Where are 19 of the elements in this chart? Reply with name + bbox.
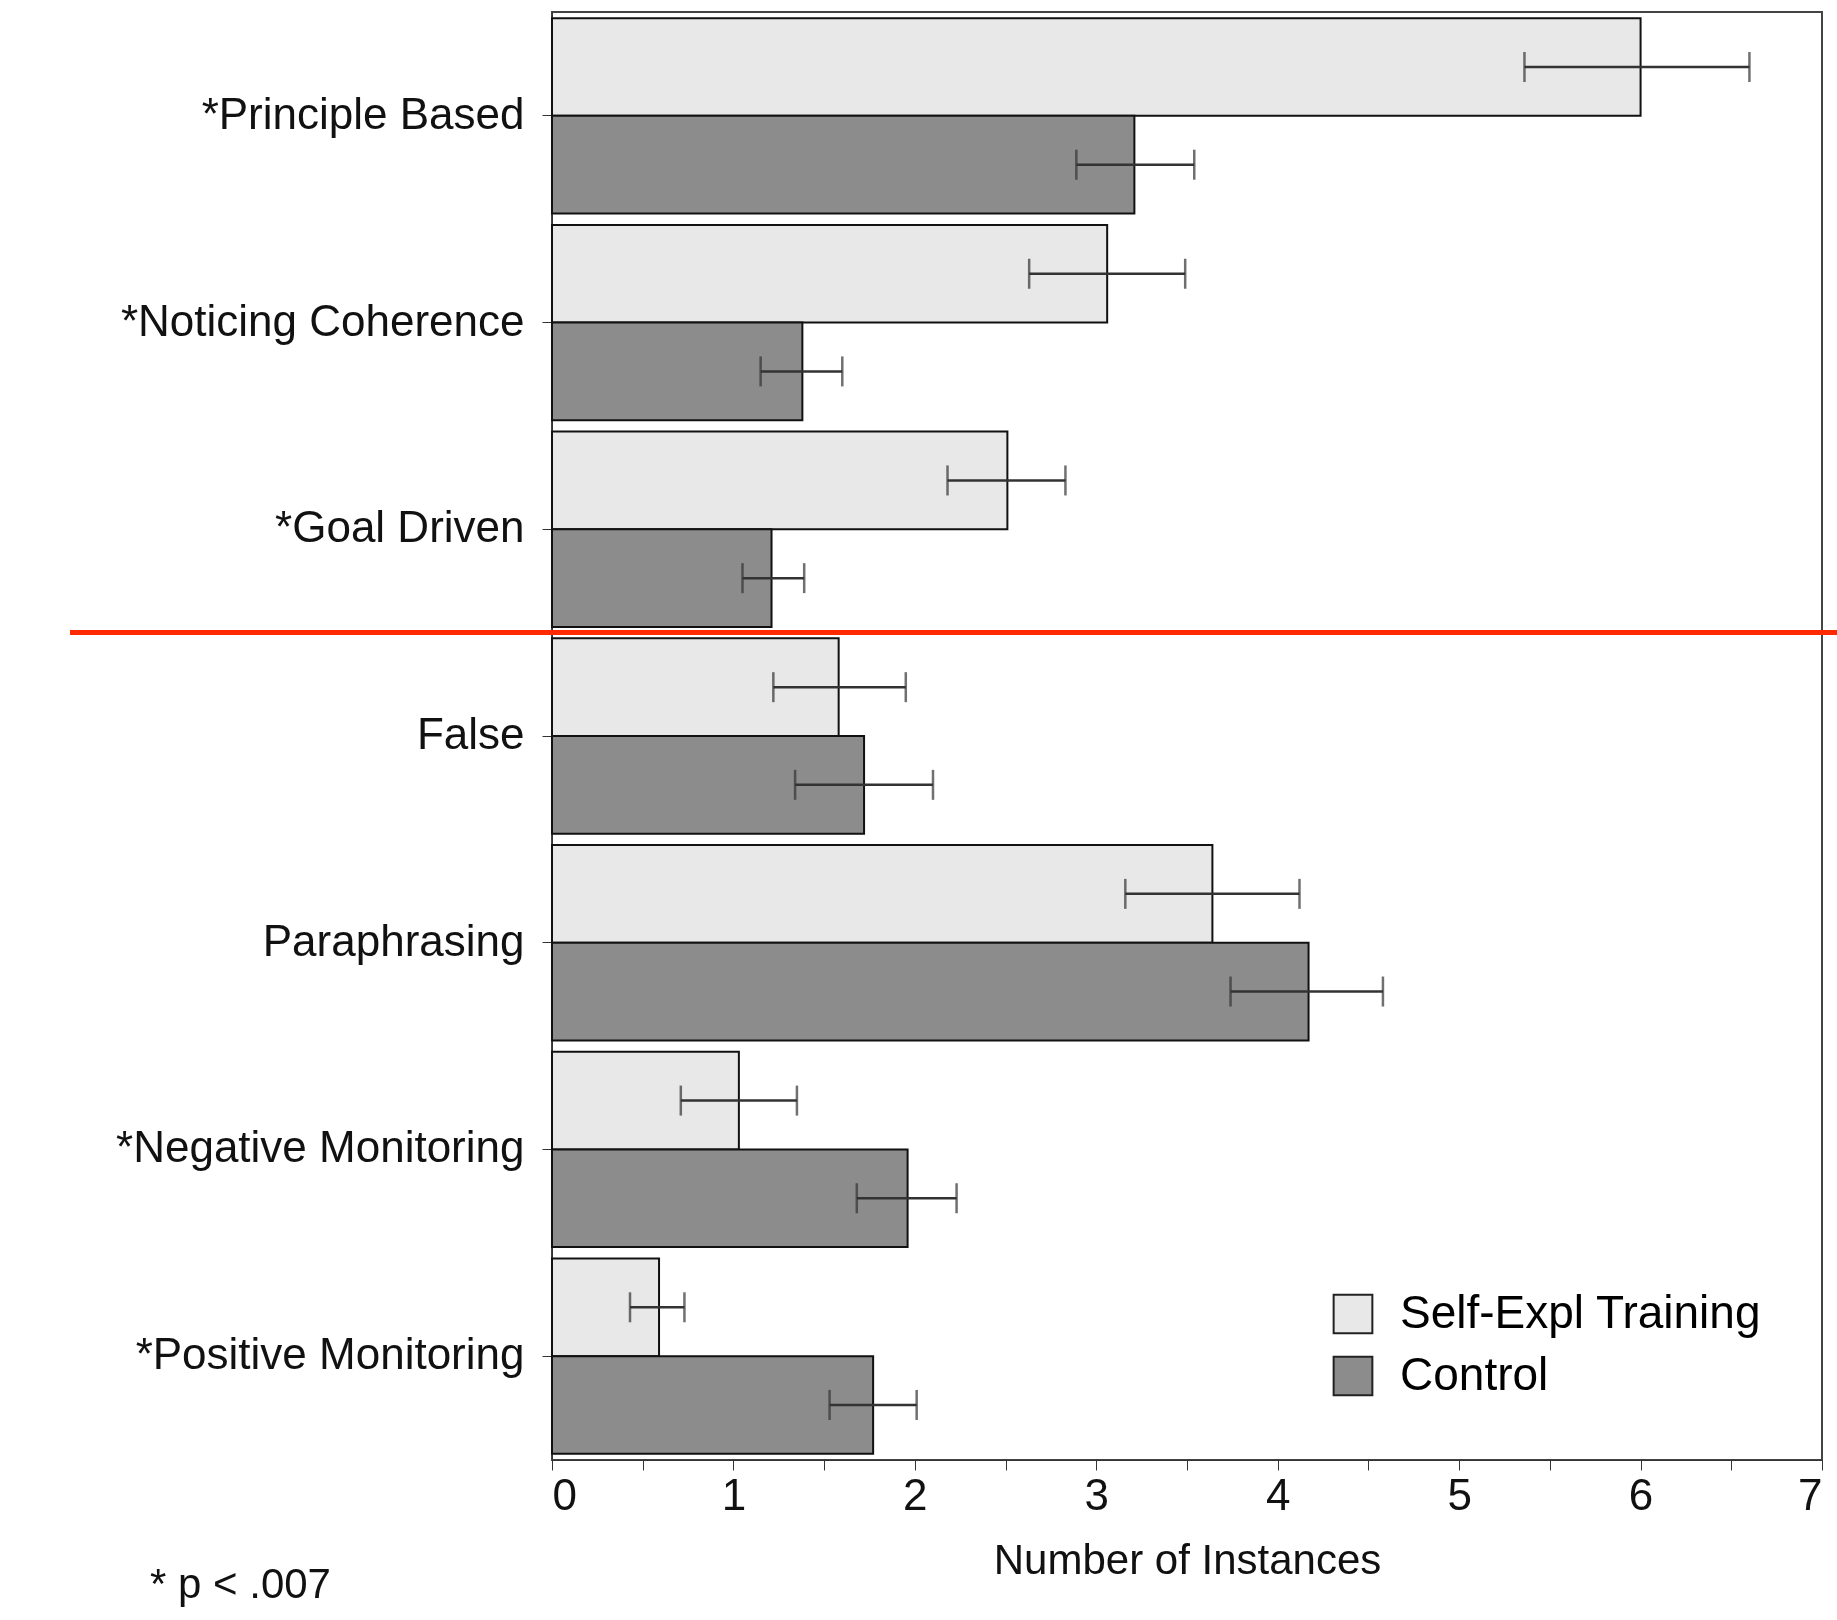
y-tick-label: *Noticing Coherence: [120, 295, 525, 345]
x-tick-label: 7: [1798, 1469, 1823, 1519]
y-tick-label: *Negative Monitoring: [116, 1122, 525, 1172]
x-tick-label: 0: [552, 1469, 577, 1519]
x-tick-label: 3: [1084, 1469, 1110, 1519]
y-tick-label: Paraphrasing: [262, 915, 525, 965]
text: * p < .007: [150, 1560, 331, 1608]
x-tick-label: 4: [1265, 1469, 1291, 1519]
y-tick-label: *Positive Monitoring: [135, 1329, 525, 1379]
x-tick-label: 1: [721, 1469, 747, 1519]
x-tick-label: 2: [903, 1469, 928, 1519]
legend-label: Control: [1400, 1348, 1549, 1400]
y-tick-label: *Principle Based: [201, 88, 525, 138]
y-tick-label: *Goal Driven: [275, 502, 525, 552]
x-axis-title: Number of Instances: [993, 1535, 1382, 1583]
x-tick-label: 5: [1447, 1469, 1472, 1519]
legend-label: Self-Expl Training: [1400, 1286, 1761, 1338]
x-tick-label: 6: [1628, 1469, 1654, 1519]
y-tick-label: False: [416, 709, 525, 758]
